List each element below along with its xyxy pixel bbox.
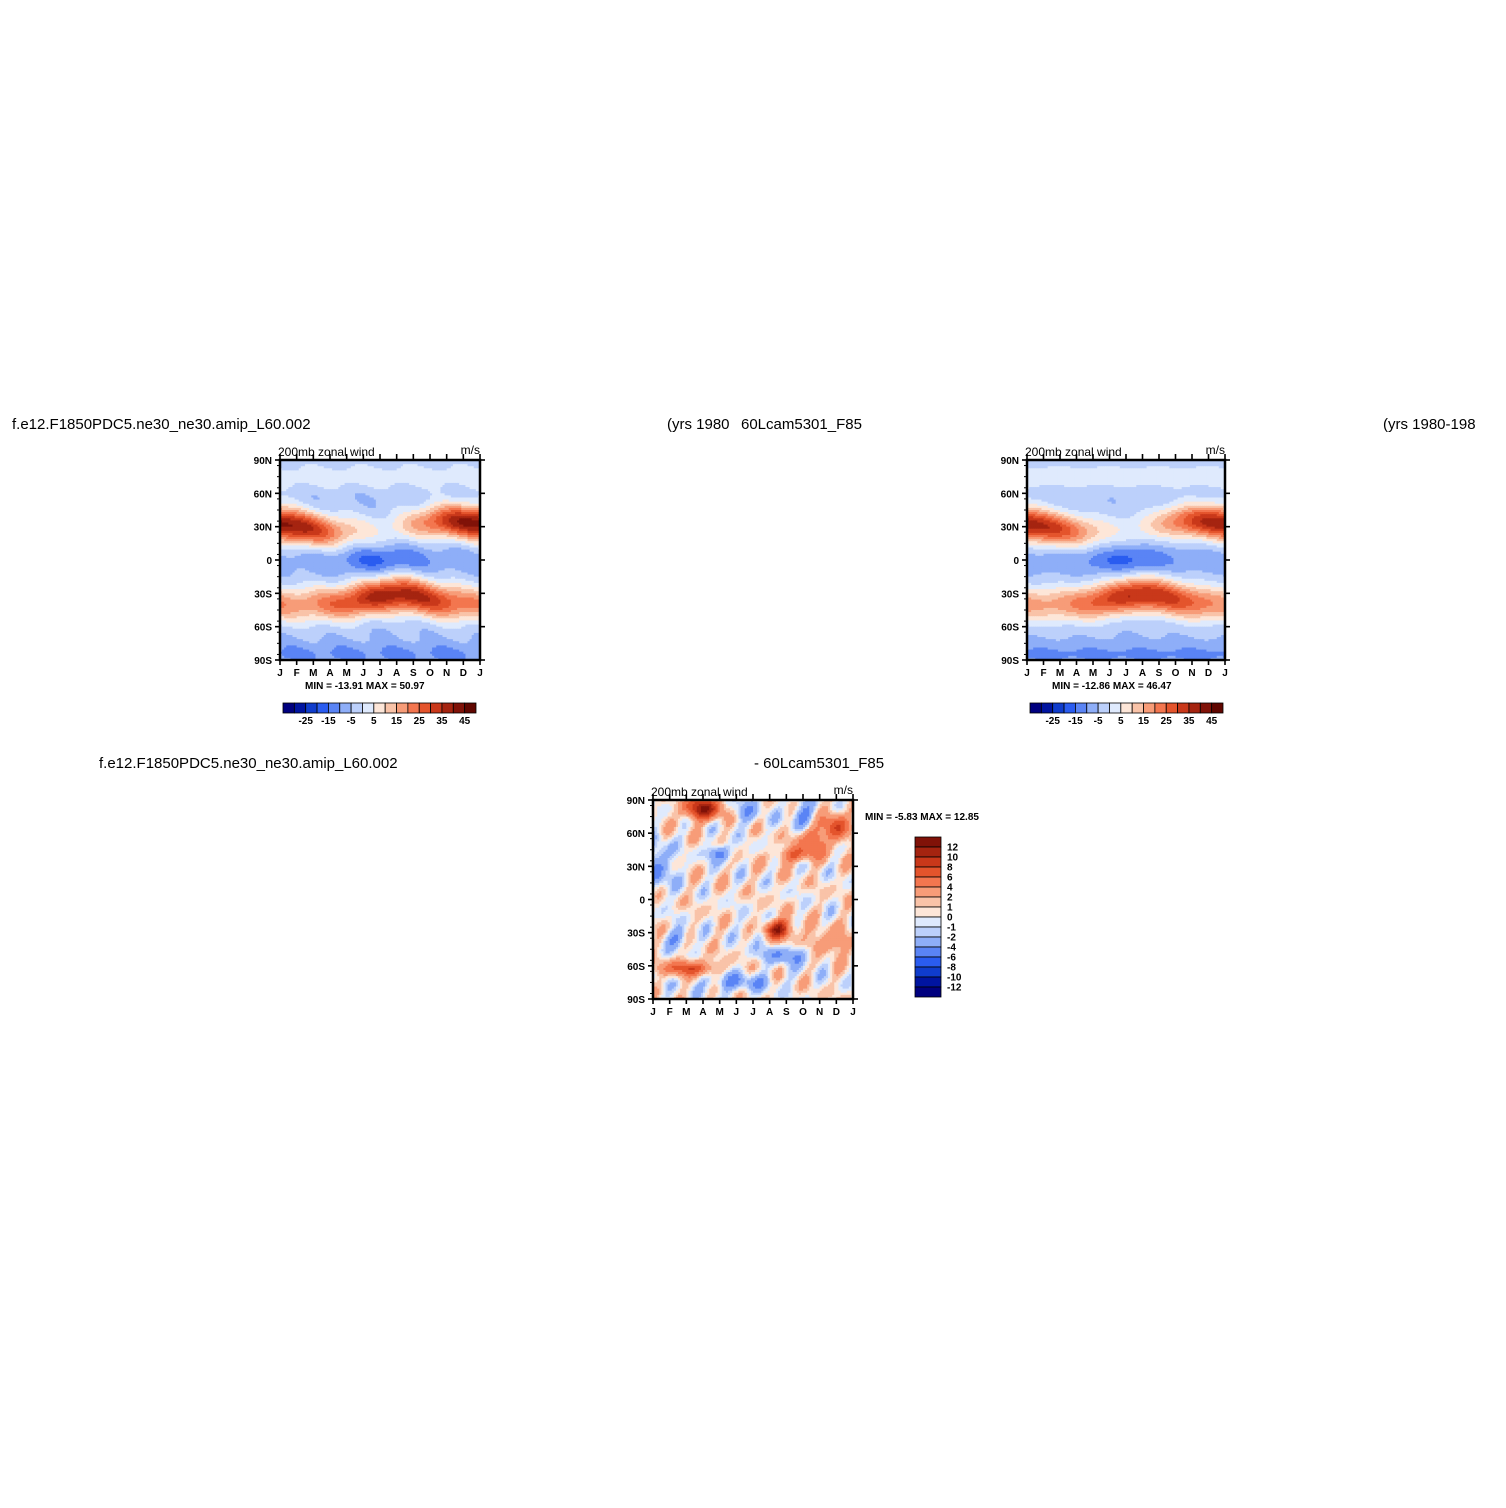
panel1-plot <box>280 460 481 661</box>
